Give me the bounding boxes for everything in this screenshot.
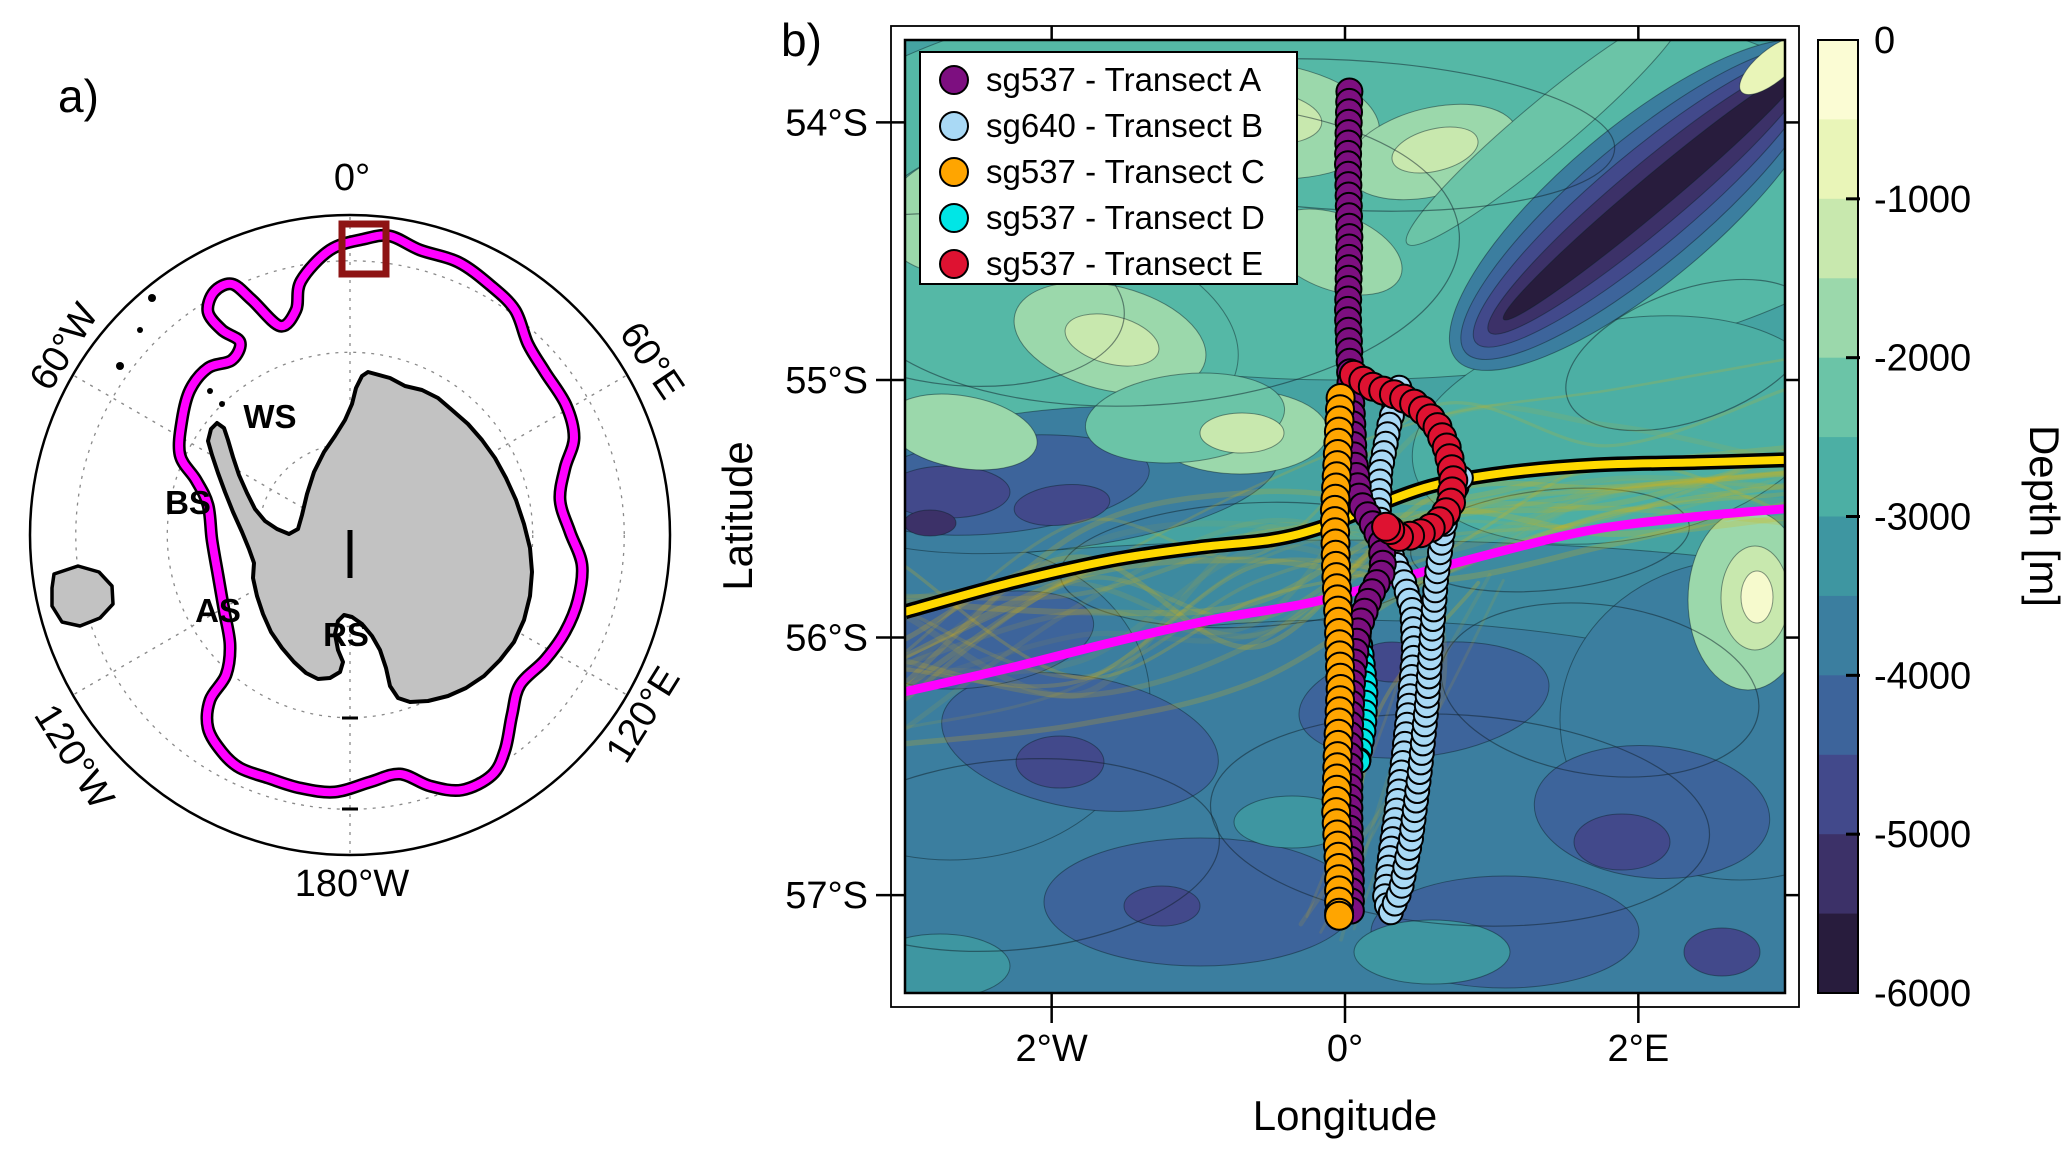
panel-b-label: b) [781,14,822,66]
depth-contour-region [1739,40,1785,95]
south-america-tip [50,564,115,628]
colorbar-band [1818,40,1858,120]
depth-contour-region [1064,313,1160,367]
depth-contour-region [1573,813,1671,871]
latitude-graticule-circle [166,351,534,719]
meridian-label: 180°W [295,863,410,905]
y-tick-label: 56°S [785,618,868,660]
colorbar-band [1818,278,1858,359]
legend-marker-transect-d [939,203,969,233]
small-island [116,362,124,370]
depth-contour-region [1353,919,1511,985]
depth-contour-region [1013,483,1111,527]
colorbar-tick-label: -2000 [1874,338,1971,380]
panel-b: 2°W 0° 2°E 54°S 55°S 56°S 57°S sg537 - Transect… [785,20,1971,1070]
depth-contour-line [1209,713,1711,927]
colorbar-title: Depth [m] [2021,425,2067,607]
small-island [207,388,213,394]
x-tick-label: 0° [1327,1028,1363,1070]
legend-label-transect-a: sg537 - Transect A [986,61,1261,98]
glider-dive-marker [1324,900,1355,931]
x-tick-label: 2°E [1607,1028,1669,1070]
legend-marker-transect-c [939,157,969,187]
legend-marker-transect-a [939,65,969,95]
colorbar-tick-label: -6000 [1874,973,1971,1015]
depth-contour-line [1410,487,1690,593]
depth-contour-region [1502,67,1785,321]
colorbar-band [1818,595,1858,676]
colorbar-band [1818,754,1858,835]
legend-label-transect-c: sg537 - Transect C [986,153,1265,190]
colorbar-band [1818,516,1858,597]
x-axis-title: Longitude [1253,1092,1438,1139]
depth-contour-region [1740,570,1774,624]
legend-marker-transect-e [939,249,969,279]
colorbar-band [1818,119,1858,200]
small-island [148,294,156,302]
depth-contour-region [905,393,1038,471]
depth-contour-region [1199,412,1285,454]
colorbar-tick-label: -5000 [1874,814,1971,856]
depth-contour-line [1565,278,1785,432]
depth-contour-region [1405,40,1685,246]
colorbar-band [1818,437,1858,518]
panel-a-label: a) [58,70,99,122]
latitude-graticule-circle [75,260,625,810]
depth-contour-region [1015,735,1105,789]
legend-label-transect-b: sg640 - Transect B [986,107,1263,144]
colorbar-band [1818,357,1858,438]
sea-label: RS [323,616,369,653]
antarctica-landmass [206,370,534,704]
acc-front-line [175,231,587,797]
legend-label-transect-e: sg537 - Transect E [986,245,1263,282]
sea-label: BS [165,484,211,521]
track-transect-e [1338,359,1469,552]
colorbar-band [1818,834,1858,915]
depth-contour-region [1043,837,1357,967]
sea-label: AS [195,592,241,629]
study-region-box [338,220,390,278]
y-tick-label: 57°S [785,875,868,917]
depth-contour-region [1683,927,1761,977]
colorbar-tick-label: 0 [1874,20,1895,62]
sea-label: WS [243,398,296,435]
track-transect-c [1319,383,1356,931]
small-island [137,327,143,333]
legend-box [919,51,1298,285]
depth-contour-region [905,509,957,537]
colorbar-band [1818,198,1858,279]
colorbar: 0 -1000 -2000 -3000 -4000 -5000 -6000 [1817,20,1971,1015]
colorbar-band [1818,913,1858,994]
legend-marker-transect-b [939,111,969,141]
colorbar-tick-label: -1000 [1874,179,1971,221]
glider-dive-marker [1371,511,1402,542]
glider-tracks [1319,77,1474,931]
y-tick-label: 54°S [785,102,868,144]
y-axis-title: Latitude [714,441,761,590]
colorbar-tick-label: -3000 [1874,497,1971,539]
small-island [219,401,225,407]
x-tick-label: 2°W [1016,1028,1088,1070]
colorbar-band [1818,675,1858,756]
depth-contour-region [1123,885,1201,927]
y-tick-label: 55°S [785,360,868,402]
colorbar-tick-label: -4000 [1874,655,1971,697]
magenta-front-line [905,504,1785,697]
depth-contour-line [905,758,1220,952]
meridian-label: 0° [334,157,370,199]
legend: sg537 - Transect A sg640 - Transect B sg53… [919,51,1298,285]
legend-label-transect-d: sg537 - Transect D [986,199,1265,236]
